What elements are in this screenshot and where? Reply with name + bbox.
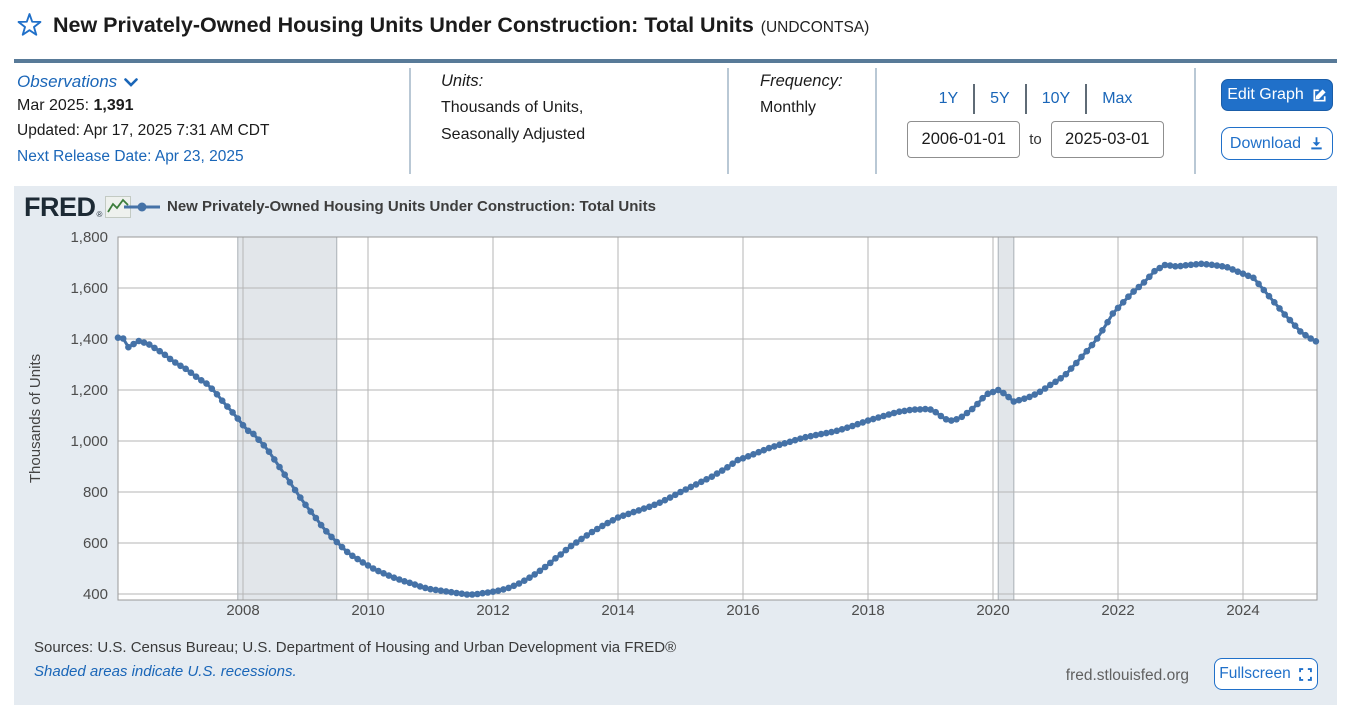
series-title-text: New Privately-Owned Housing Units Under … [53, 13, 754, 37]
observations-dropdown[interactable]: Observations [17, 72, 138, 92]
fred-logo-text: FRED [24, 191, 96, 222]
edit-graph-button[interactable]: Edit Graph [1221, 79, 1333, 111]
page-title: New Privately-Owned Housing Units Under … [53, 13, 869, 38]
observations-column: Observations Mar 2025: 1,391 Updated: Ap… [14, 68, 411, 174]
favorite-star-icon[interactable] [17, 13, 42, 38]
svg-text:2010: 2010 [351, 602, 384, 619]
svg-text:2016: 2016 [726, 602, 759, 619]
latest-observation: Mar 2025: 1,391 [17, 97, 409, 115]
next-release-link[interactable]: Next Release Date: Apr 23, 2025 [17, 148, 244, 165]
range-10y[interactable]: 10Y [1041, 90, 1071, 107]
fred-logo: FRED ® [24, 191, 132, 222]
date-to-label: to [1029, 131, 1042, 148]
updated-text: Updated: Apr 17, 2025 7:31 AM CDT [17, 122, 270, 139]
chart-panel: FRED ® New Privately-Owned Housing Units… [14, 186, 1337, 705]
frequency-column: Frequency: Monthly [729, 68, 877, 174]
fullscreen-label: Fullscreen [1219, 665, 1291, 682]
svg-text:2012: 2012 [476, 602, 509, 619]
y-axis-title-text: Thousands of Units [27, 353, 45, 484]
chart-legend: New Privately-Owned Housing Units Under … [124, 198, 656, 215]
units-line2: Seasonally Adjusted [441, 126, 586, 143]
date-to-input[interactable] [1050, 121, 1164, 158]
svg-text:2024: 2024 [1226, 602, 1259, 619]
observations-label: Observations [17, 72, 118, 91]
svg-text:400: 400 [83, 586, 108, 603]
edit-icon [1313, 88, 1326, 102]
legend-label: New Privately-Owned Housing Units Under … [167, 198, 656, 215]
title-divider [14, 59, 1337, 63]
svg-text:2018: 2018 [851, 602, 884, 619]
meta-row: Observations Mar 2025: 1,391 Updated: Ap… [14, 68, 1337, 174]
actions-column: Edit Graph Download [1196, 68, 1335, 174]
series-id: (UNDCONTSA) [760, 19, 870, 36]
svg-text:2008: 2008 [226, 602, 259, 619]
download-icon [1311, 137, 1322, 150]
range-5y[interactable]: 5Y [990, 90, 1010, 107]
frequency-label: Frequency: [760, 72, 843, 90]
range-1y[interactable]: 1Y [938, 90, 959, 107]
y-axis-title: Thousands of Units [26, 237, 46, 600]
range-max[interactable]: Max [1102, 90, 1133, 107]
download-button[interactable]: Download [1221, 127, 1333, 160]
fullscreen-button[interactable]: Fullscreen [1214, 658, 1318, 690]
range-separator [1024, 84, 1027, 114]
download-label: Download [1229, 134, 1302, 152]
title-bar: New Privately-Owned Housing Units Under … [17, 13, 869, 38]
svg-text:600: 600 [83, 535, 108, 552]
svg-text:1,400: 1,400 [70, 331, 108, 348]
range-column: 1Y 5Y 10Y Max to [877, 68, 1196, 174]
sources-text: Sources: U.S. Census Bureau; U.S. Depart… [34, 639, 677, 656]
svg-text:2022: 2022 [1101, 602, 1134, 619]
chevron-down-icon [124, 77, 138, 87]
site-url: fred.stlouisfed.org [1065, 667, 1189, 684]
legend-line-marker-icon [124, 202, 160, 211]
recession-note-link[interactable]: Shaded areas indicate U.S. recessions. [34, 663, 297, 680]
fullscreen-icon [1298, 667, 1312, 681]
range-separator [1085, 84, 1088, 114]
units-column: Units: Thousands of Units, Seasonally Ad… [411, 68, 729, 174]
units-label: Units: [441, 72, 484, 90]
frequency-value: Monthly [760, 99, 817, 116]
svg-text:1,200: 1,200 [70, 382, 108, 399]
registered-mark: ® [96, 210, 103, 219]
range-separator [973, 84, 976, 114]
range-links: 1Y 5Y 10Y Max [877, 84, 1194, 114]
svg-text:1,800: 1,800 [70, 229, 108, 246]
latest-observation-value: 1,391 [93, 97, 134, 114]
edit-graph-label: Edit Graph [1227, 86, 1304, 103]
svg-text:1,600: 1,600 [70, 280, 108, 297]
svg-text:2020: 2020 [976, 602, 1009, 619]
latest-observation-date: Mar 2025: [17, 97, 90, 114]
date-range-row: to [877, 121, 1194, 158]
svg-text:2014: 2014 [601, 602, 634, 619]
svg-text:800: 800 [83, 484, 108, 501]
units-line1: Thousands of Units, [441, 99, 584, 116]
svg-text:1,000: 1,000 [70, 433, 108, 450]
date-from-input[interactable] [907, 121, 1021, 158]
chart-plot[interactable]: 400 600 800 1,000 1,200 1,400 1,600 1,800 2008 20… [14, 186, 1337, 636]
